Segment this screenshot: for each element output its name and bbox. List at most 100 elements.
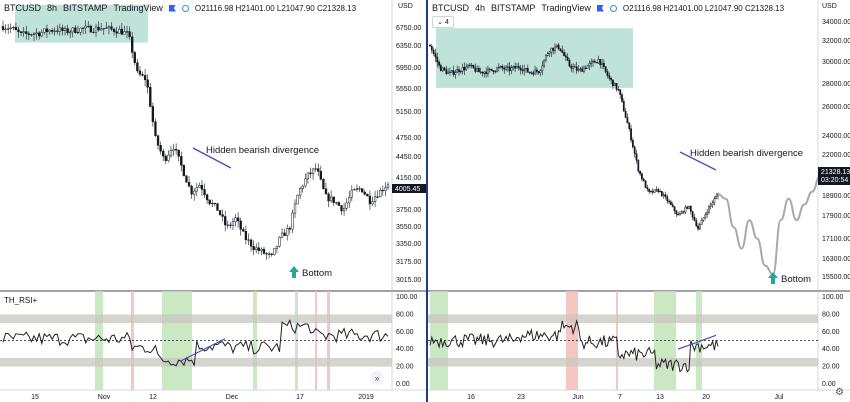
candle [702, 217, 705, 221]
candle [218, 210, 222, 215]
candle [708, 206, 710, 213]
candle [568, 60, 571, 67]
candle [706, 212, 709, 216]
left-symbol[interactable]: BTCUSD [4, 3, 42, 13]
price-tick-label: 18900.00 [822, 193, 850, 200]
scroll-to-realtime-button[interactable]: » [370, 371, 384, 385]
candle [317, 168, 320, 172]
candle [534, 69, 536, 75]
right-interval[interactable]: 4h [475, 3, 486, 13]
candle [545, 55, 547, 61]
candle [381, 189, 384, 192]
candle [231, 221, 235, 226]
candle [9, 27, 12, 29]
candle [234, 217, 237, 222]
gear-icon[interactable]: ⚙ [835, 387, 844, 398]
price-tick-label: 34000.00 [822, 19, 850, 26]
left-chart-svg[interactable]: 6750.00 6350.00 5950.00 5550.00 5150.00 4750.… [0, 0, 426, 402]
candle [376, 196, 379, 198]
panel-divider[interactable] [426, 0, 428, 402]
price-tick-label: 6350.00 [396, 43, 421, 50]
right-currency: USD [822, 3, 837, 10]
candle [162, 150, 165, 157]
candle [169, 150, 173, 156]
countdown-label: 03:20:54 [821, 177, 848, 184]
candle [583, 67, 585, 72]
left-indicator-name[interactable]: TH_RSI+ [4, 296, 38, 305]
candle [519, 67, 522, 70]
right-chart-svg[interactable]: 34000.00 32000.00 30000.00 28000.00 26000.00… [428, 0, 850, 402]
candle [69, 31, 72, 34]
candle [296, 194, 299, 205]
flag-icon[interactable] [168, 4, 176, 12]
candle [575, 66, 578, 71]
candle [664, 194, 667, 198]
candle [514, 66, 517, 69]
candle [677, 213, 680, 216]
candle [211, 202, 214, 205]
candle [221, 214, 224, 217]
current-price-tag [392, 184, 426, 193]
rsi-tick-label: 100.00 [396, 294, 418, 301]
candle [517, 66, 520, 69]
candle [146, 79, 149, 88]
candle [94, 26, 98, 33]
candle [247, 239, 250, 241]
candle [530, 72, 533, 74]
candle [133, 52, 136, 63]
candle [348, 196, 351, 204]
candle [490, 68, 493, 71]
candle [366, 193, 369, 197]
price-tick-label: 32000.00 [822, 38, 850, 45]
candle [539, 70, 542, 74]
rsi-tick-label: 0.00 [822, 381, 836, 388]
candle [286, 228, 289, 236]
candle [670, 201, 672, 205]
candle [257, 247, 260, 251]
candle [686, 206, 689, 209]
oversold-highlight [696, 291, 702, 390]
candle [229, 224, 232, 226]
candle [570, 65, 573, 69]
candle [429, 45, 431, 47]
candle [110, 26, 113, 30]
candle [679, 213, 681, 216]
candle [642, 178, 645, 182]
candle [319, 171, 322, 180]
left-interval[interactable]: 8h [47, 3, 58, 13]
candle [84, 25, 87, 29]
right-symbol[interactable]: BTCUSD [432, 3, 470, 13]
candle [327, 193, 330, 202]
candle [601, 62, 603, 65]
candle [662, 194, 665, 196]
candle [239, 220, 242, 230]
candle [648, 188, 651, 192]
candle [559, 48, 562, 51]
candle [40, 31, 43, 37]
divergence-trendline [192, 147, 232, 169]
right-chart-panel[interactable]: 34000.00 32000.00 30000.00 28000.00 26000.00… [428, 0, 850, 402]
candle [452, 70, 455, 75]
candle [50, 29, 54, 32]
price-tick-label: 3350.00 [396, 241, 421, 248]
candle [695, 220, 698, 227]
candle [483, 71, 486, 74]
candle [187, 182, 191, 187]
candle [224, 216, 227, 226]
candle [597, 59, 600, 64]
left-chart-panel[interactable]: 6750.00 6350.00 5950.00 5550.00 5150.00 4750.… [0, 0, 426, 402]
candle [624, 110, 627, 118]
indicator-count-dropdown[interactable]: ⌄ 4 [432, 16, 454, 28]
candle [363, 191, 366, 195]
candle [599, 59, 602, 65]
candle [304, 178, 307, 187]
candle [309, 172, 312, 175]
rsi-tick-label: 60.00 [822, 329, 840, 336]
candle [275, 245, 279, 249]
candle [115, 31, 118, 34]
flag-icon[interactable] [596, 4, 604, 12]
candle [474, 67, 477, 72]
price-tick-label: 24000.00 [822, 133, 850, 140]
rsi-tick-label: 20.00 [822, 364, 840, 371]
oversold-highlight [95, 291, 103, 390]
